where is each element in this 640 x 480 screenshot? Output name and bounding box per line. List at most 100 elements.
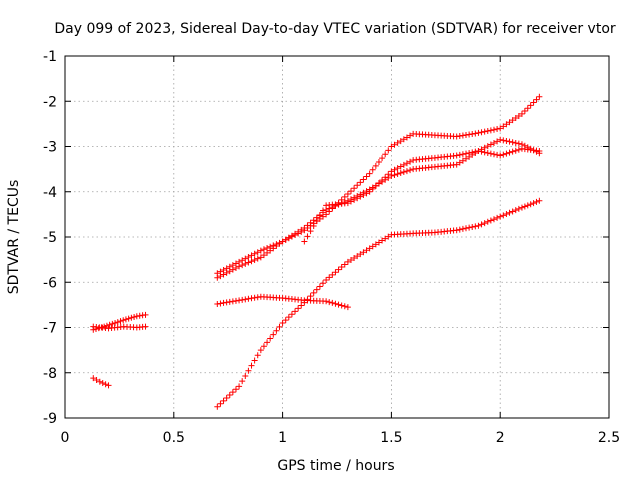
- data-point-s4: [484, 143, 491, 150]
- data-point-s3: [382, 151, 389, 158]
- data-point-s7: [251, 357, 258, 364]
- data-point-s7: [530, 200, 537, 207]
- data-point-s7: [487, 217, 494, 224]
- data-point-s0: [109, 320, 116, 327]
- data-point-s3: [354, 182, 361, 189]
- data-point-s7: [533, 198, 540, 205]
- data-point-s7: [236, 383, 243, 390]
- data-point-s3: [257, 247, 264, 254]
- y-tick-label: -3: [43, 140, 57, 156]
- data-point-s7: [270, 331, 277, 338]
- data-point-s4: [494, 138, 501, 145]
- data-point-s5: [360, 191, 367, 198]
- data-point-s5: [310, 223, 317, 230]
- data-point-s3: [484, 127, 491, 134]
- data-point-s3: [506, 119, 513, 126]
- data-point-s3: [385, 147, 392, 154]
- data-point-s5: [363, 190, 370, 197]
- data-point-s3: [254, 249, 261, 256]
- data-point-s7: [369, 243, 376, 250]
- y-tick-label: -9: [43, 411, 57, 427]
- data-point-s5: [453, 152, 460, 159]
- data-point-s7: [366, 245, 373, 252]
- data-point-s7: [260, 343, 267, 350]
- data-point-s0: [125, 315, 132, 322]
- data-point-s5: [351, 196, 358, 203]
- x-axis-label: GPS time / hours: [277, 458, 394, 474]
- y-tick-label: -4: [43, 185, 57, 201]
- x-tick-label: 1.5: [380, 430, 402, 446]
- data-point-s7: [273, 327, 280, 334]
- data-point-s1: [142, 323, 149, 330]
- data-point-s5: [307, 228, 314, 235]
- data-point-s3: [512, 115, 519, 122]
- data-point-s7: [220, 397, 227, 404]
- data-point-s7: [497, 213, 504, 220]
- data-point-s7: [456, 226, 463, 233]
- data-point-s4: [292, 230, 299, 237]
- data-point-s2: [93, 376, 100, 383]
- y-tick-label: -2: [43, 94, 57, 110]
- data-point-s3: [515, 112, 522, 119]
- data-point-s7: [509, 208, 516, 215]
- axis-ticks: 0 0.5 1 1.5 2 2.5 -9 -8 -7 -6 -5 -4 -3 -2 -1: [43, 49, 620, 446]
- data-point-s5: [515, 146, 522, 153]
- data-point-s5: [500, 151, 507, 158]
- data-point-s7: [257, 347, 264, 354]
- data-point-s3: [503, 121, 510, 128]
- y-tick-label: -1: [43, 49, 57, 65]
- data-point-s3: [524, 105, 531, 112]
- data-point-s7: [239, 378, 246, 385]
- data-point-s6: [254, 294, 261, 301]
- data-point-s3: [487, 127, 494, 134]
- data-point-s7: [354, 253, 361, 260]
- data-point-s5: [472, 148, 479, 155]
- data-point-s4: [226, 268, 233, 275]
- data-point-s4: [236, 263, 243, 270]
- data-point-s7: [292, 308, 299, 315]
- data-point-s4: [260, 252, 267, 259]
- data-point-s6: [245, 295, 252, 302]
- data-point-s5: [372, 182, 379, 189]
- data-point-s3: [530, 99, 537, 106]
- data-point-s5: [456, 151, 463, 158]
- data-point-s3: [351, 185, 358, 192]
- data-point-s3: [363, 173, 370, 180]
- data-point-s3: [388, 143, 395, 150]
- data-point-s7: [481, 220, 488, 227]
- data-point-s6: [338, 302, 345, 309]
- data-point-s7: [285, 314, 292, 321]
- data-point-s7: [363, 247, 370, 254]
- data-point-s7: [313, 286, 320, 293]
- data-point-s3: [391, 141, 398, 148]
- y-tick-label: -8: [43, 366, 57, 382]
- data-point-s5: [478, 148, 485, 155]
- data-point-s4: [301, 224, 308, 231]
- data-point-s4: [456, 159, 463, 166]
- data-point-s3: [466, 131, 473, 138]
- data-point-s7: [304, 296, 311, 303]
- data-point-s5: [354, 195, 361, 202]
- data-point-s7: [248, 362, 255, 369]
- data-point-s7: [524, 202, 531, 209]
- data-point-s7: [466, 224, 473, 231]
- data-point-s7: [500, 212, 507, 219]
- data-point-s3: [463, 131, 470, 138]
- data-point-s6: [248, 295, 255, 302]
- data-point-s3: [490, 126, 497, 133]
- data-point-s4: [487, 141, 494, 148]
- data-point-s0: [142, 311, 149, 318]
- data-point-s6: [329, 299, 336, 306]
- data-point-s3: [500, 123, 507, 130]
- plot-frame: [64, 55, 610, 419]
- data-point-s4: [506, 138, 513, 145]
- data-point-s5: [397, 163, 404, 170]
- data-point-s4: [267, 247, 274, 254]
- data-point-s7: [279, 319, 286, 326]
- data-point-s7: [472, 223, 479, 230]
- data-point-s4: [223, 269, 230, 276]
- data-point-s7: [518, 204, 525, 211]
- data-point-s3: [360, 176, 367, 183]
- data-point-s2: [102, 381, 109, 388]
- data-point-s5: [403, 160, 410, 167]
